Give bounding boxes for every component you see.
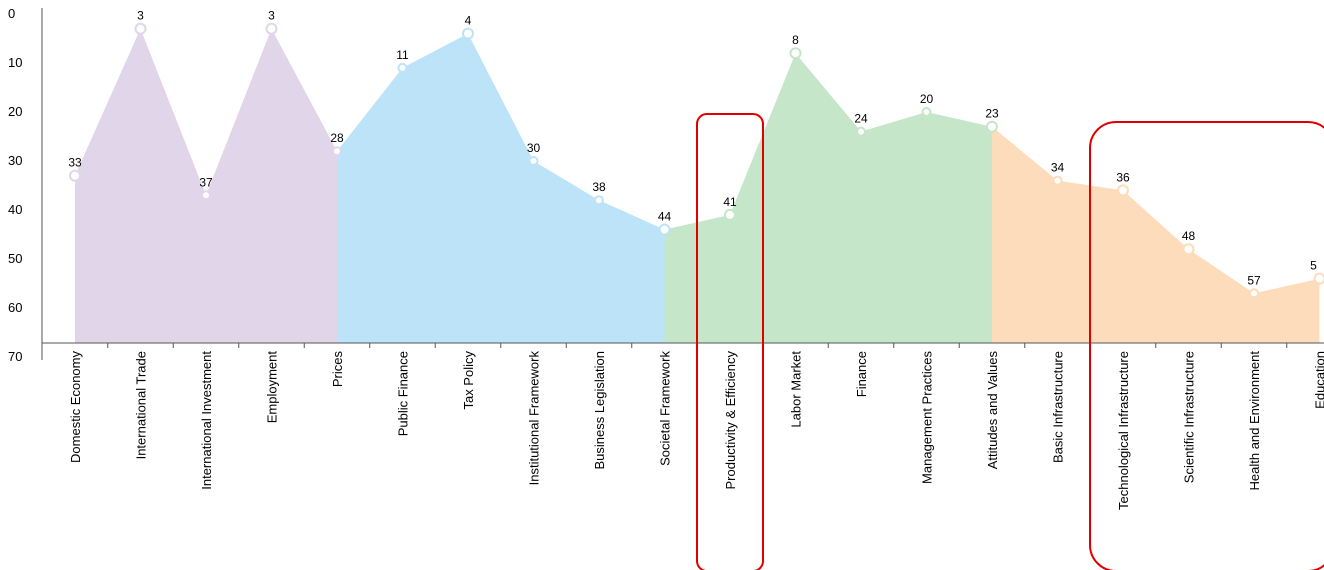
category-label: Prices (330, 351, 345, 388)
category-label: Health and Environment (1247, 351, 1262, 491)
data-point (332, 146, 342, 157)
area-series (75, 28, 1320, 343)
area-group-4 (992, 126, 1320, 343)
category-label: Domestic Economy (68, 351, 83, 463)
data-label: 3 (137, 9, 144, 23)
y-tick-label: 40 (8, 202, 22, 217)
data-point (134, 22, 147, 35)
y-tick-label: 30 (8, 153, 22, 168)
area-group-1 (75, 28, 337, 343)
y-tick-label: 70 (8, 349, 22, 364)
data-label: 37 (199, 175, 213, 189)
category-labels: Domestic Economy International Trade Inter… (68, 351, 1324, 510)
highlight-box (1089, 121, 1324, 570)
data-point (69, 169, 81, 182)
area-group-3 (664, 53, 992, 343)
category-label: International Trade (134, 351, 149, 459)
data-point (594, 195, 604, 206)
data-point (397, 62, 408, 73)
y-tick-label: 50 (8, 251, 22, 266)
category-label: Education (1313, 351, 1324, 409)
category-label: Tax Policy (461, 351, 476, 410)
data-label: 23 (985, 107, 999, 121)
data-label: 24 (854, 112, 868, 126)
data-point (1249, 288, 1259, 299)
y-tick-label: 20 (8, 104, 22, 119)
data-point (856, 126, 866, 137)
data-point (528, 156, 539, 166)
y-tick-labels: 0 10 20 30 40 50 60 70 (8, 6, 22, 364)
category-label: Finance (854, 351, 869, 397)
data-label: 33 (68, 156, 82, 170)
y-tick-label: 10 (8, 55, 22, 70)
data-label: 8 (792, 33, 799, 47)
data-label: 5 (1310, 259, 1317, 273)
data-point (462, 27, 474, 40)
data-label: 38 (592, 180, 606, 194)
category-label: Technological Infrastructure (1116, 351, 1131, 510)
data-point (986, 120, 998, 133)
data-label: 48 (1182, 229, 1196, 243)
data-point (265, 22, 278, 35)
data-point (201, 190, 211, 201)
data-label: 30 (527, 141, 541, 155)
highlight-boxes (696, 113, 1324, 570)
y-tick-label: 0 (8, 6, 15, 21)
data-label: 28 (330, 131, 344, 145)
data-label: 3 (268, 9, 275, 23)
data-label: 41 (723, 195, 737, 209)
category-label: Public Finance (396, 351, 411, 436)
data-label: 34 (1051, 161, 1065, 175)
data-label: 36 (1116, 170, 1130, 184)
data-point (1313, 272, 1324, 285)
category-label: Attitudes and Values (985, 351, 1000, 470)
y-tick-label: 60 (8, 300, 22, 315)
category-label: Labor Market (789, 351, 804, 428)
data-point (921, 107, 932, 117)
data-point (1052, 175, 1063, 186)
data-label: 44 (658, 210, 672, 224)
category-label: Basic Infrastructure (1051, 351, 1066, 463)
category-label: Business Legislation (592, 351, 607, 470)
data-point (724, 208, 736, 221)
area-group-2 (337, 33, 665, 343)
category-label: Scientific Infrastructure (1182, 351, 1197, 483)
data-point (658, 223, 671, 236)
category-label: Management Practices (920, 351, 935, 484)
data-label: 4 (465, 14, 472, 28)
data-point (1117, 184, 1129, 197)
axes (41, 8, 1324, 360)
data-point (789, 47, 802, 60)
highlight-box (696, 113, 764, 570)
category-label: Societal Framework (658, 351, 673, 466)
data-label: 20 (920, 92, 934, 106)
category-label: Productivity & Efficiency (723, 351, 738, 490)
category-label: International Investment (199, 351, 214, 490)
category-label: Employment (265, 351, 280, 424)
data-label: 57 (1247, 273, 1261, 287)
data-point (1182, 243, 1195, 256)
data-markers (69, 22, 1324, 299)
data-label: 11 (396, 48, 409, 62)
category-label: Institutional Framework (527, 351, 542, 486)
